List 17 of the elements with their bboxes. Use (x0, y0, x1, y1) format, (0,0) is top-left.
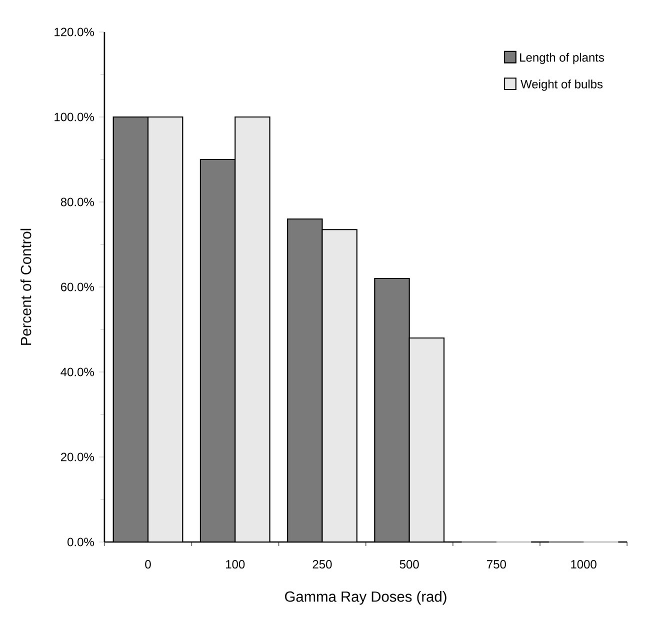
x-tick-label: 250 (312, 560, 332, 569)
y-tick-label: 20.0% (60, 452, 94, 462)
legend-label: Weight of bulbs (520, 80, 603, 91)
x-tick-label: 1000 (571, 560, 596, 569)
x-tick-label: 0 (145, 560, 151, 569)
y-tick-label: 120.0% (54, 28, 94, 36)
x-tick-label: 100 (226, 560, 245, 569)
x-tick-label: 500 (400, 560, 419, 569)
y-axis-title: Percent of Control (20, 228, 32, 345)
y-tick-label: 60.0% (60, 282, 94, 292)
y-tick-label: 0.0% (68, 538, 94, 546)
x-tick-label: 750 (487, 560, 506, 569)
y-tick-label: 80.0% (60, 198, 94, 206)
y-tick-label: 40.0% (60, 368, 94, 376)
y-tick-label: 100.0% (54, 112, 94, 122)
x-axis-title: Gamma Ray Doses (rad) (285, 591, 446, 605)
legend-label: Length of plants (520, 52, 604, 64)
